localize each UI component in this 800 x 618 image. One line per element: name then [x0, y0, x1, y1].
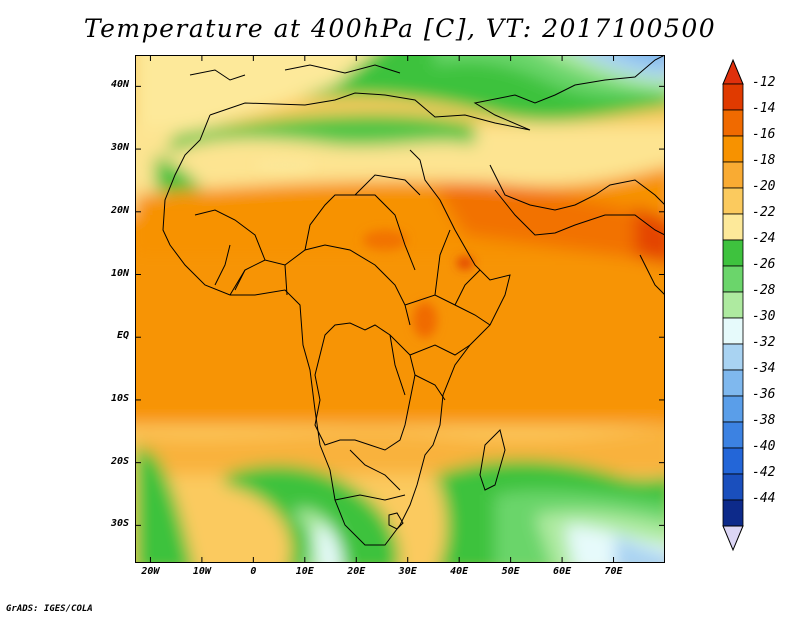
map-border: [135, 55, 665, 563]
map-title: Temperature at 400hPa [C], VT: 201710050…: [83, 14, 717, 43]
lat-tick-label: 40N: [110, 79, 129, 91]
temperature-map: [135, 55, 665, 563]
colorbar-swatch: [722, 421, 744, 449]
colorbar-swatch: [722, 473, 744, 501]
colorbar-label: -26: [752, 257, 776, 272]
colorbar-label: -12: [752, 75, 776, 90]
grads-credit: GrADS: IGES/COLA: [6, 604, 93, 614]
colorbar-label: -30: [752, 309, 776, 324]
colorbar-label: -42: [752, 465, 776, 480]
colorbar-label: -20: [752, 179, 776, 194]
colorbar-swatch: [722, 395, 744, 423]
lon-tick-label: 20W: [141, 566, 160, 577]
lat-tick-label: 30S: [110, 518, 129, 530]
colorbar-label: -44: [752, 491, 776, 506]
colorbar-label: -28: [752, 283, 776, 298]
colorbar-swatch: [722, 499, 744, 527]
colorbar-bottom-triangle: [722, 525, 744, 552]
colorbar-swatch: [722, 265, 744, 293]
lon-tick-label: 10E: [295, 566, 314, 577]
lon-tick-label: 40E: [450, 566, 469, 577]
colorbar-label: -32: [752, 335, 776, 350]
colorbar-top-triangle: [722, 58, 744, 85]
colorbar-label: -34: [752, 361, 776, 376]
axis-ticks: [135, 55, 665, 563]
colorbar-label: -16: [752, 127, 776, 142]
colorbar-label: -14: [752, 101, 776, 116]
colorbar-swatch: [722, 135, 744, 163]
lon-tick-label: 30E: [398, 566, 417, 577]
colorbar-label: -38: [752, 413, 776, 428]
lat-tick-label: EQ: [116, 330, 129, 342]
coastlines: [162, 55, 665, 546]
colorbar-label: -22: [752, 205, 776, 220]
temperature-field: [135, 55, 665, 563]
lat-tick-label: 10S: [110, 392, 129, 404]
colorbar-swatch: [722, 317, 744, 345]
lat-tick-label: 10N: [110, 267, 129, 279]
colorbar-label: -40: [752, 439, 776, 454]
colorbar-swatch: [722, 447, 744, 475]
colorbar-swatch: [722, 369, 744, 397]
colorbar-swatch: [722, 83, 744, 111]
lat-tick-label: 20N: [110, 204, 129, 216]
colorbar-swatch: [722, 187, 744, 215]
colorbar-label: -18: [752, 153, 776, 168]
lon-tick-label: 50E: [501, 566, 520, 577]
colorbar-swatch: [722, 109, 744, 137]
colorbar-swatch: [722, 239, 744, 267]
colorbar-label: -36: [752, 387, 776, 402]
lon-tick-label: 20E: [347, 566, 366, 577]
lon-tick-label: 70E: [604, 566, 623, 577]
lat-tick-label: 20S: [110, 455, 129, 467]
lat-tick-label: 30N: [110, 142, 129, 154]
colorbar-swatch: [722, 161, 744, 189]
lon-tick-label: 60E: [553, 566, 572, 577]
lon-tick-label: 0: [250, 566, 257, 577]
colorbar-swatch: [722, 213, 744, 241]
lon-tick-label: 10W: [192, 566, 211, 577]
colorbar-swatch: [722, 343, 744, 371]
colorbar-label: -24: [752, 231, 776, 246]
colorbar-swatch: [722, 291, 744, 319]
